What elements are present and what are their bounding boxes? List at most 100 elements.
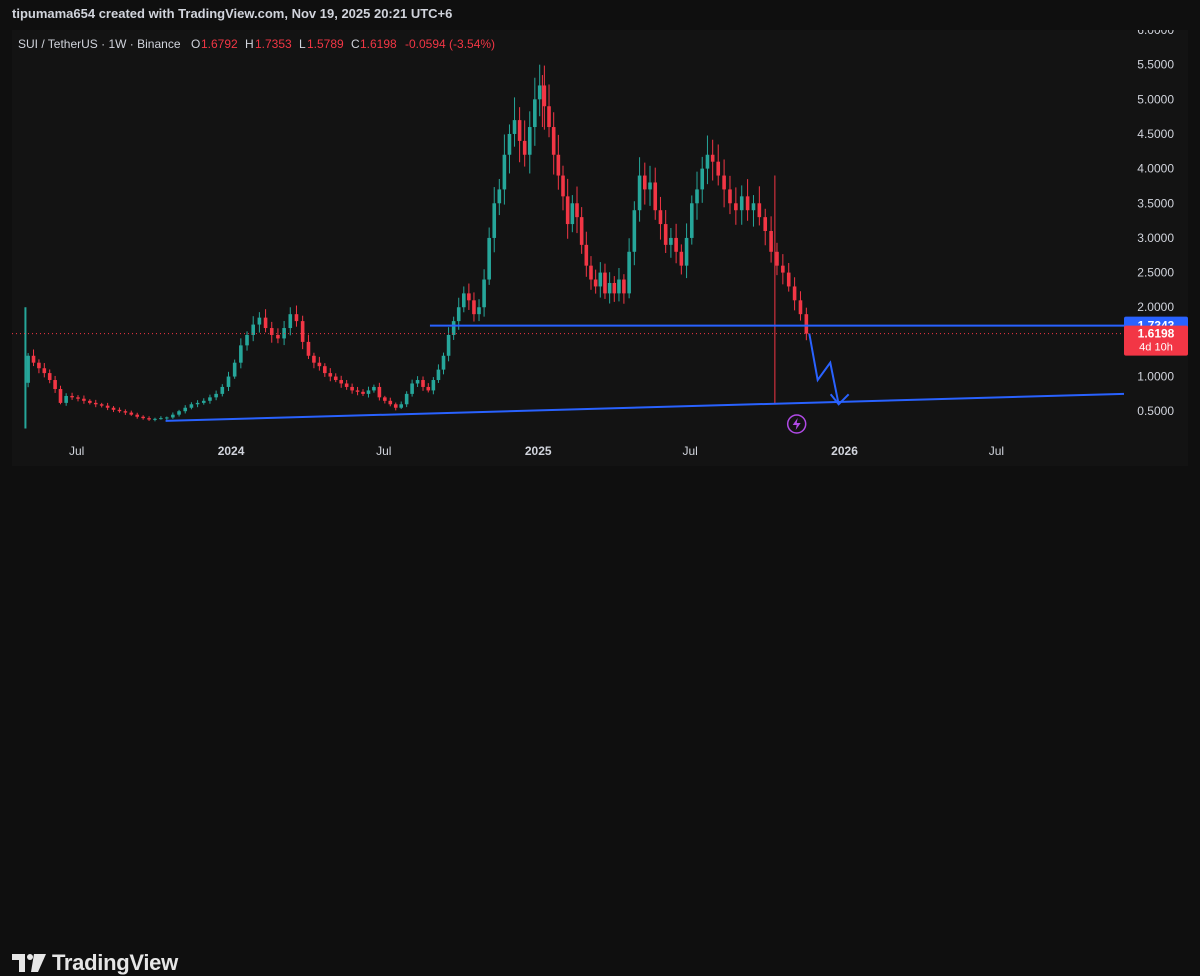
- legend-low-value: 1.5789: [307, 37, 344, 51]
- candle-body: [195, 402, 200, 405]
- drawings: [12, 324, 1125, 422]
- price-tick-label: 6.0000: [1137, 30, 1174, 37]
- candle-body: [82, 398, 86, 401]
- candle-body: [165, 417, 169, 419]
- candle-body: [607, 282, 612, 294]
- candle-body: [757, 203, 762, 218]
- price-tick-label: 2.0000: [1137, 300, 1174, 314]
- candle-body: [663, 224, 668, 245]
- candle-body: [135, 414, 140, 417]
- candle-body: [547, 106, 551, 128]
- legend-symbol: SUI / TetherUS · 1W · Binance: [18, 37, 181, 51]
- candle-body: [612, 282, 617, 294]
- countdown-label: 4d 10h: [1139, 342, 1173, 354]
- candle-body: [226, 376, 231, 387]
- candle-body: [598, 272, 603, 287]
- candle-body: [798, 300, 803, 315]
- footer: TradingView: [0, 466, 1200, 975]
- candle-body: [658, 210, 663, 225]
- candle-body: [781, 265, 785, 273]
- candle-body: [653, 182, 658, 211]
- legend-high-label: H: [245, 37, 254, 51]
- legend-change: -0.0594 (-3.54%): [405, 37, 495, 51]
- candle-body: [551, 127, 556, 155]
- candle-body: [232, 362, 237, 377]
- price-tick-label: 3.5000: [1137, 196, 1174, 210]
- candle-body: [377, 386, 382, 398]
- candle-body: [689, 203, 694, 238]
- candle-body: [129, 412, 134, 415]
- candle-body: [239, 345, 243, 363]
- candle-body: [245, 334, 249, 346]
- candle-body: [333, 376, 338, 381]
- candle-body: [570, 203, 575, 225]
- time-tick-label: Jul: [682, 444, 697, 458]
- legend-close-label: C: [351, 37, 360, 51]
- candle-body: [177, 411, 181, 415]
- candle-body: [350, 386, 354, 391]
- price-tick-label: 2.5000: [1137, 266, 1174, 280]
- candle-body: [93, 402, 98, 405]
- candle-body: [99, 404, 104, 406]
- candle-body: [53, 380, 57, 390]
- candle-body: [537, 85, 542, 100]
- candle-body: [388, 400, 393, 405]
- candle-body: [141, 416, 145, 419]
- candle-body: [306, 341, 311, 356]
- candle-body: [565, 196, 570, 225]
- lightning-event-icon[interactable]: [786, 414, 807, 434]
- candle-body: [763, 217, 768, 231]
- candle-body: [705, 154, 710, 169]
- candle-body: [684, 237, 689, 266]
- price-chart[interactable]: 6.0000 5.5000 5.0000 4.5000 4.0000 3.5000 3.00…: [12, 23, 1188, 466]
- candle-body: [183, 407, 188, 412]
- candle-body: [123, 411, 128, 413]
- candle-body: [477, 307, 481, 315]
- candle-body: [372, 386, 376, 391]
- candle-body: [695, 189, 699, 204]
- candle-body: [492, 203, 497, 238]
- candle-body: [446, 334, 451, 356]
- candle-body: [355, 390, 360, 392]
- candle-body: [214, 393, 218, 398]
- candle-body: [451, 321, 456, 335]
- candle-body: [300, 321, 305, 342]
- candle-body: [627, 251, 631, 294]
- candle-body: [263, 317, 268, 329]
- chart-area[interactable]: 6.0000 5.5000 5.0000 4.5000 4.0000 3.5000 3.00…: [12, 23, 1188, 466]
- candle-body: [648, 182, 652, 190]
- legend-close-value: 1.6198: [360, 37, 397, 51]
- projection-path: [808, 333, 840, 405]
- current-price-label: 1.6198: [1138, 327, 1175, 341]
- time-tick-label: 2026: [831, 444, 858, 458]
- candle-body: [42, 368, 47, 374]
- candle-body: [366, 390, 371, 394]
- candle-body: [276, 334, 280, 339]
- tradingview-logo[interactable]: TradingView: [12, 950, 178, 976]
- candle-body: [589, 265, 593, 280]
- candle-body: [415, 380, 420, 384]
- price-tick-label: 1.0000: [1137, 370, 1174, 384]
- candle-body: [37, 362, 41, 369]
- time-tick-label: Jul: [69, 444, 84, 458]
- candle-body: [617, 279, 621, 294]
- support-trend-line: [165, 392, 1125, 422]
- candle-body: [739, 196, 744, 211]
- candle-body: [344, 383, 349, 387]
- candle-body: [159, 418, 163, 420]
- candle-body: [728, 189, 732, 204]
- candle-body: [339, 380, 343, 384]
- candle-body: [722, 175, 726, 190]
- candle-body: [575, 203, 579, 218]
- legend-open-value: 1.6792: [201, 37, 238, 51]
- candle-body: [269, 328, 274, 335]
- candle-body: [700, 168, 705, 190]
- candle-body: [317, 362, 322, 367]
- candle-body: [431, 380, 436, 391]
- candle-body: [456, 307, 461, 322]
- candle-body: [716, 161, 721, 176]
- candle-body: [257, 317, 262, 325]
- candle-body: [679, 251, 684, 266]
- price-tick-label: 0.5000: [1137, 404, 1174, 418]
- tradingview-logo-icon: [12, 954, 46, 972]
